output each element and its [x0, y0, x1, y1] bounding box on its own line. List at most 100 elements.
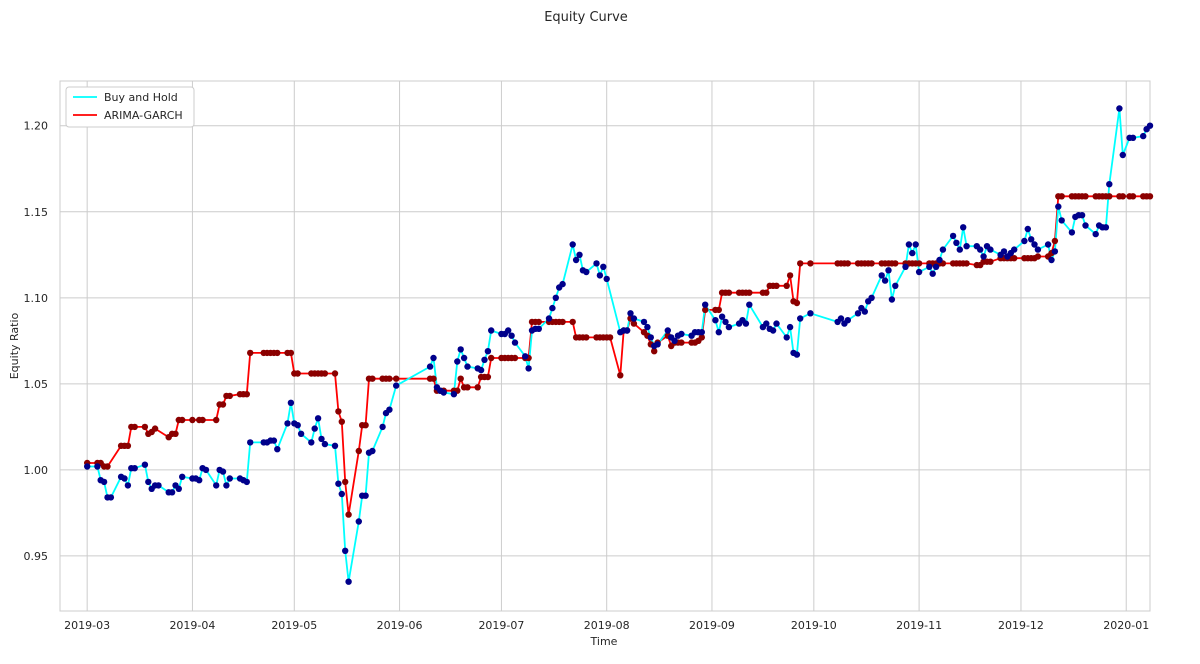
data-point-buy-and-hold	[464, 363, 471, 370]
data-point-buy-and-hold	[284, 420, 291, 427]
data-point-buy-and-hold	[379, 423, 386, 431]
y-tick-label: 1.15	[24, 206, 49, 219]
data-point-buy-and-hold	[274, 446, 281, 453]
data-point-buy-and-hold	[1082, 222, 1089, 229]
data-point-buy-and-hold	[1116, 105, 1123, 112]
data-point-arima-garch	[335, 408, 342, 415]
data-point-arima-garch	[868, 260, 875, 267]
data-point-buy-and-hold	[892, 282, 899, 289]
data-point-buy-and-hold	[477, 366, 485, 374]
x-tick-label: 2019-06	[377, 619, 423, 632]
data-point-buy-and-hold	[243, 478, 250, 486]
data-point-buy-and-hold	[647, 334, 654, 341]
data-point-buy-and-hold	[1078, 212, 1086, 219]
data-point-buy-and-hold	[837, 315, 845, 322]
data-point-buy-and-hold	[878, 272, 885, 279]
data-point-buy-and-hold	[725, 323, 733, 331]
data-point-arima-garch	[698, 334, 705, 341]
data-point-buy-and-hold	[1000, 248, 1008, 255]
data-point-arima-garch	[362, 422, 369, 429]
data-point-buy-and-hold	[572, 256, 580, 264]
data-point-arima-garch	[702, 306, 709, 314]
data-point-buy-and-hold	[247, 439, 254, 446]
data-point-arima-garch	[1146, 193, 1154, 200]
data-point-buy-and-hold	[698, 329, 705, 336]
data-point-buy-and-hold	[1034, 246, 1042, 253]
data-point-buy-and-hold	[338, 490, 345, 498]
data-point-arima-garch	[243, 391, 250, 398]
x-tick-label: 2019-03	[64, 619, 110, 632]
data-point-buy-and-hold	[175, 485, 182, 492]
data-point-buy-and-hold	[84, 463, 91, 470]
data-point-buy-and-hold	[963, 243, 970, 250]
data-point-arima-garch	[131, 423, 138, 431]
data-point-buy-and-hold	[1044, 241, 1052, 248]
data-point-buy-and-hold	[1011, 246, 1018, 253]
y-axis-label: Equity Ratio	[8, 312, 21, 379]
data-point-buy-and-hold	[640, 318, 648, 326]
data-point-arima-garch	[274, 349, 281, 357]
data-point-buy-and-hold	[949, 232, 957, 240]
data-point-arima-garch	[1051, 237, 1059, 245]
data-point-arima-garch	[511, 354, 519, 362]
data-point-buy-and-hold	[1048, 256, 1055, 264]
data-point-buy-and-hold	[94, 463, 101, 470]
data-point-arima-garch	[569, 318, 576, 326]
data-point-buy-and-hold	[430, 354, 437, 362]
data-point-buy-and-hold	[793, 351, 801, 358]
data-point-buy-and-hold	[807, 310, 814, 317]
data-point-buy-and-hold	[362, 492, 369, 499]
data-point-buy-and-hold	[926, 263, 933, 270]
data-point-buy-and-hold	[426, 363, 434, 370]
data-point-arima-garch	[393, 375, 400, 382]
data-point-arima-garch	[104, 463, 111, 470]
data-point-buy-and-hold	[511, 339, 519, 346]
data-point-buy-and-hold	[773, 320, 780, 327]
data-point-arima-garch	[844, 260, 851, 267]
data-point-arima-garch	[386, 375, 393, 382]
x-tick-label: 2019-10	[791, 619, 837, 632]
data-point-buy-and-hold	[505, 327, 512, 334]
x-tick-label: 2019-08	[584, 619, 630, 632]
data-point-buy-and-hold	[1068, 229, 1076, 236]
data-point-arima-garch	[1106, 193, 1113, 200]
data-point-arima-garch	[797, 260, 804, 267]
data-point-arima-garch	[763, 289, 770, 296]
data-point-arima-garch	[189, 416, 196, 424]
data-point-arima-garch	[213, 416, 220, 424]
data-point-buy-and-hold	[909, 249, 916, 257]
data-point-buy-and-hold	[331, 442, 339, 449]
data-point-buy-and-hold	[314, 415, 322, 422]
data-point-arima-garch	[1082, 193, 1089, 200]
data-point-buy-and-hold	[450, 391, 458, 398]
chart-title: Equity Curve	[544, 10, 628, 25]
data-point-buy-and-hold	[987, 246, 994, 253]
legend-label-buy-and-hold: Buy and Hold	[104, 91, 178, 104]
data-point-buy-and-hold	[783, 334, 790, 341]
data-point-buy-and-hold	[454, 358, 461, 365]
legend-box	[65, 86, 195, 128]
data-point-buy-and-hold	[576, 251, 583, 258]
data-point-buy-and-hold	[596, 272, 604, 279]
data-point-buy-and-hold	[718, 313, 726, 320]
tick-labels: 2019-03 2019-04 2019-05 2019-06 2019-07 2019-…	[24, 120, 1150, 632]
data-point-buy-and-hold	[481, 356, 488, 363]
data-point-buy-and-hold	[297, 430, 305, 437]
data-point-buy-and-hold	[1092, 230, 1099, 238]
data-point-buy-and-hold	[321, 440, 329, 448]
y-tick-label: 1.10	[24, 292, 49, 305]
x-tick-label: 2019-09	[689, 619, 735, 632]
data-point-buy-and-hold	[213, 482, 220, 489]
data-point-buy-and-hold	[742, 320, 750, 327]
data-point-arima-garch	[786, 272, 794, 279]
data-point-buy-and-hold	[936, 256, 943, 264]
data-point-arima-garch	[1011, 255, 1018, 262]
data-point-buy-and-hold	[664, 327, 671, 334]
data-point-arima-garch	[226, 392, 233, 400]
x-tick-label: 2019-12	[998, 619, 1044, 632]
data-point-buy-and-hold	[939, 246, 947, 253]
data-point-buy-and-hold	[844, 317, 851, 324]
data-point-arima-garch	[247, 349, 254, 357]
data-point-arima-garch	[474, 384, 481, 391]
